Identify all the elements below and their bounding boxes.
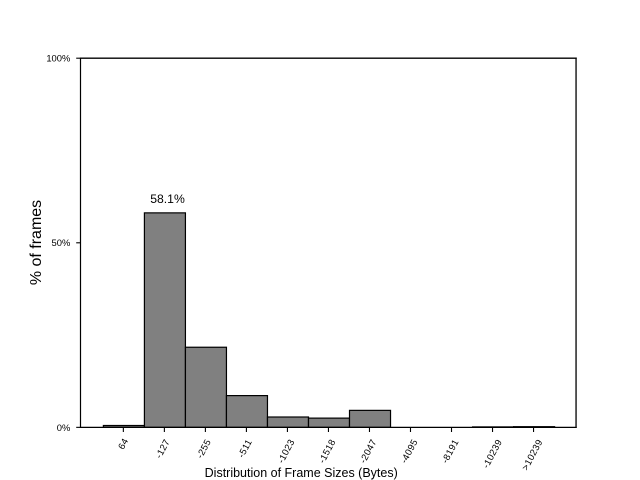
svg-text:Distribution of Frame Sizes (B: Distribution of Frame Sizes (Bytes)	[205, 466, 398, 480]
svg-text:50%: 50%	[52, 237, 71, 248]
svg-text:64: 64	[115, 436, 130, 451]
svg-text:0%: 0%	[57, 422, 71, 433]
svg-text:58.1%: 58.1%	[150, 192, 185, 206]
svg-text:% of frames: % of frames	[28, 200, 45, 285]
svg-text:100%: 100%	[46, 52, 70, 63]
